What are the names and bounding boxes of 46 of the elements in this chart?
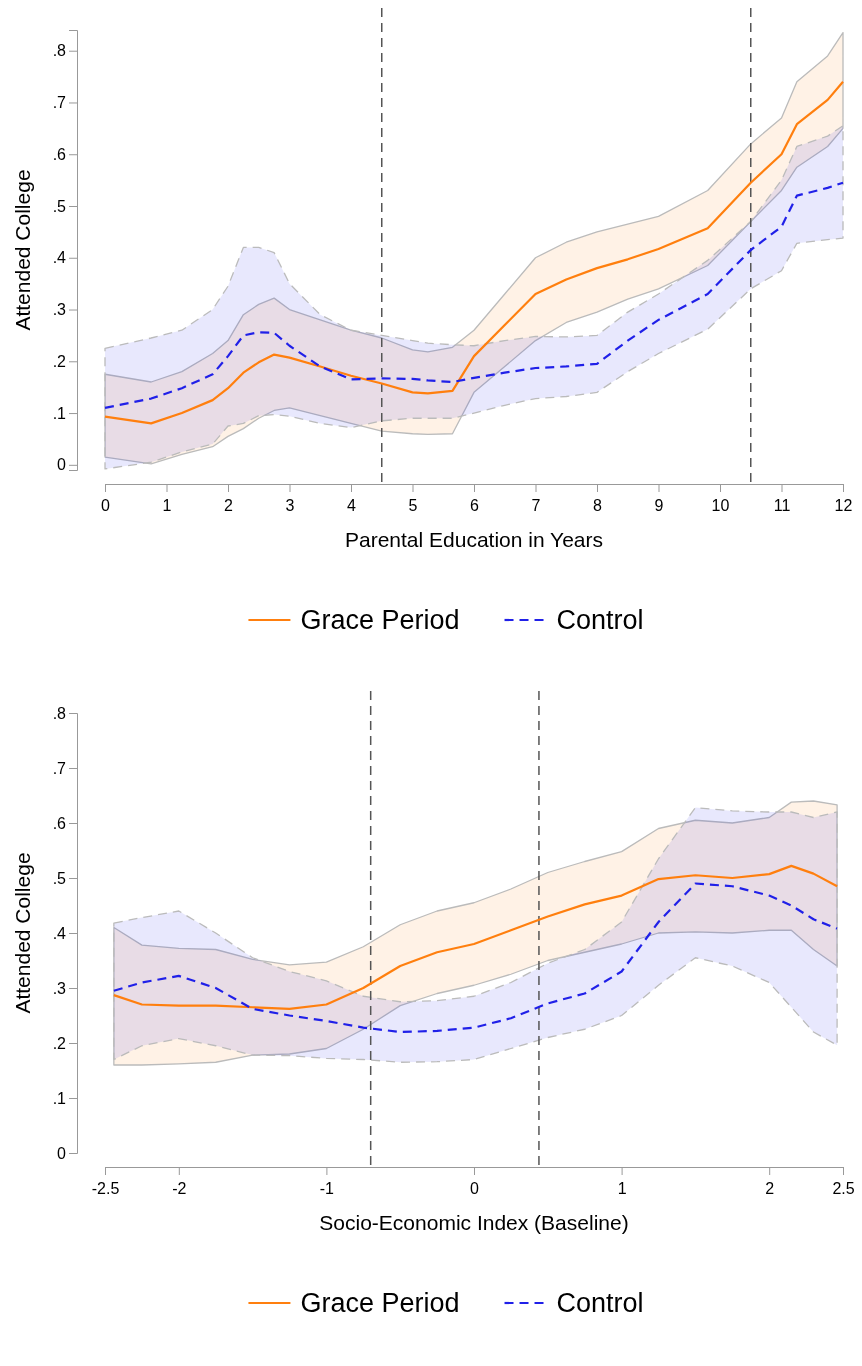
x-tick-label: 8 (593, 497, 603, 514)
legend-label: Grace Period (300, 1288, 460, 1318)
y-tick-label: 0 (57, 1144, 67, 1162)
legend-label: Control (556, 605, 644, 635)
y-tick-label: .4 (52, 249, 67, 267)
x-tick-label: 2 (224, 497, 234, 514)
y-tick-label: .8 (52, 704, 67, 722)
y-tick-label: .6 (52, 814, 67, 832)
x-tick-label: 5 (408, 497, 418, 514)
legend-label: Control (556, 1288, 644, 1318)
x-tick-label: 1 (162, 497, 172, 514)
y-tick-label: .3 (52, 979, 67, 997)
legend-label: Grace Period (300, 605, 460, 635)
y-tick-label: .2 (52, 1034, 67, 1052)
x-tick-label: 10 (711, 497, 730, 514)
x-tick-label: 12 (834, 497, 853, 514)
x-tick-label: 0 (101, 497, 111, 514)
y-tick-label: .7 (52, 94, 67, 112)
x-tick-label: 4 (347, 497, 357, 514)
x-tick-label: 1 (617, 1180, 627, 1197)
x-axis-title: Socio-Economic Index (Baseline) (319, 1211, 629, 1234)
x-tick-label: 9 (654, 497, 664, 514)
y-tick-label: .2 (52, 352, 67, 370)
x-axis-title: Parental Education in Years (344, 528, 604, 551)
y-tick-label: .1 (52, 1089, 67, 1107)
x-tick-label: -1 (319, 1180, 335, 1197)
y-tick-label: .3 (52, 301, 67, 319)
x-tick-label: 2.5 (832, 1180, 855, 1197)
x-tick-label: 7 (531, 497, 541, 514)
y-tick-label: .5 (52, 869, 67, 887)
x-tick-label: -2 (172, 1180, 187, 1197)
y-tick-label: 0 (57, 456, 67, 474)
y-tick-label: .6 (52, 145, 67, 163)
y-tick-label: .8 (52, 42, 67, 60)
y-axis-title: Attended College (11, 169, 34, 331)
x-tick-label: 11 (773, 497, 791, 514)
x-tick-label: 3 (285, 497, 295, 514)
y-tick-label: .4 (52, 924, 67, 942)
y-axis-title: Attended College (11, 852, 34, 1014)
y-tick-label: .5 (52, 197, 67, 215)
x-tick-label: 2 (765, 1180, 775, 1197)
x-tick-label: 6 (470, 497, 480, 514)
y-tick-label: .7 (52, 759, 67, 777)
x-tick-label: -2.5 (91, 1180, 120, 1197)
x-tick-label: 0 (470, 1180, 480, 1197)
y-tick-label: .1 (52, 404, 67, 422)
